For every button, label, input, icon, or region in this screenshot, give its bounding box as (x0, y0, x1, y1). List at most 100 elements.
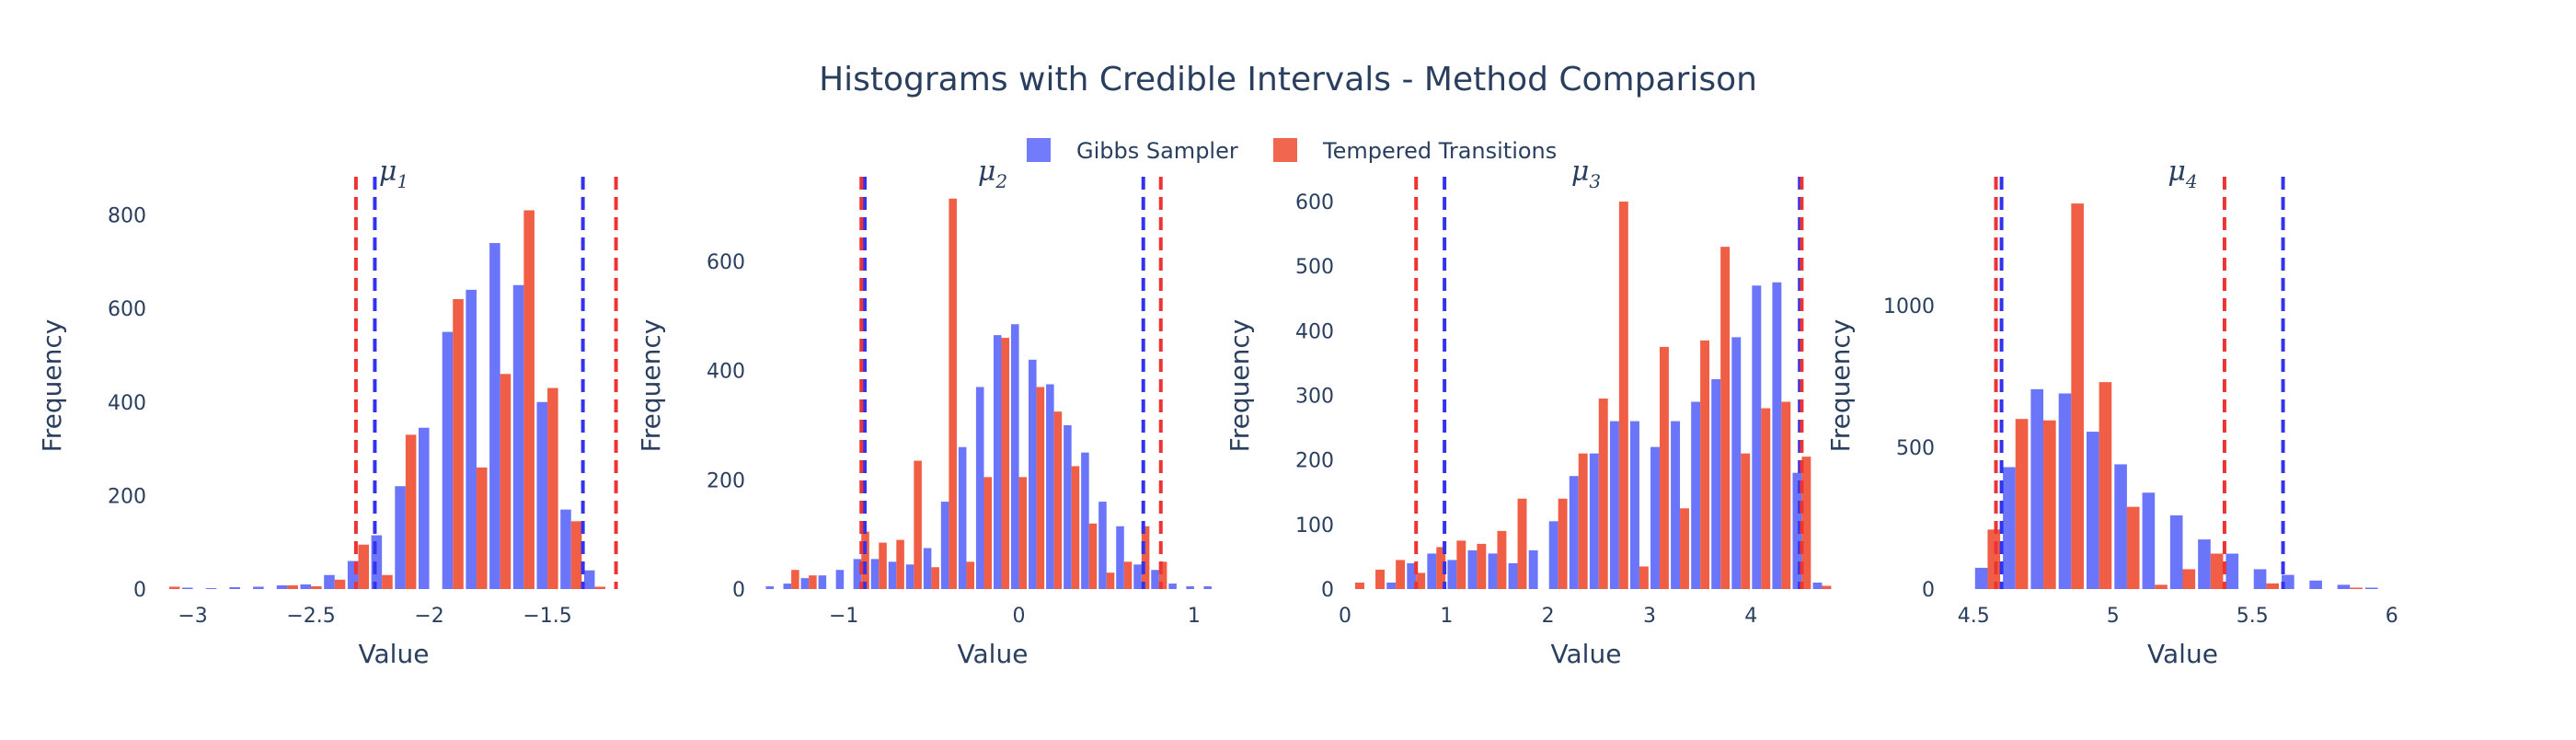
legend[interactable]: Gibbs Sampler Tempered Transitions (1027, 138, 1557, 164)
bar-tempered[interactable] (1071, 466, 1080, 589)
bar-gibbs[interactable] (253, 586, 264, 589)
bar-gibbs[interactable] (1467, 549, 1478, 589)
bar-gibbs[interactable] (888, 561, 897, 589)
bar-tempered[interactable] (914, 460, 922, 589)
bar-gibbs[interactable] (560, 509, 571, 589)
bar-gibbs[interactable] (2114, 464, 2127, 589)
bar-gibbs[interactable] (205, 587, 217, 589)
bar-gibbs[interactable] (347, 561, 359, 589)
bar-gibbs[interactable] (466, 289, 477, 589)
bar-gibbs[interactable] (2142, 492, 2156, 589)
bar-tempered[interactable] (1396, 560, 1406, 589)
bar-tempered[interactable] (311, 585, 322, 589)
bar-gibbs[interactable] (2058, 393, 2072, 589)
bar-gibbs[interactable] (2086, 432, 2099, 589)
bar-tempered[interactable] (2071, 203, 2084, 589)
bar-gibbs[interactable] (2169, 515, 2183, 589)
bar-tempered[interactable] (1477, 543, 1487, 589)
bar-tempered[interactable] (791, 570, 799, 589)
bar-tempered[interactable] (570, 521, 582, 589)
bar-tempered[interactable] (1801, 457, 1811, 589)
bar-gibbs[interactable] (765, 586, 775, 589)
bar-gibbs[interactable] (1046, 384, 1054, 589)
bar-gibbs[interactable] (1974, 567, 1988, 589)
bar-gibbs[interactable] (1589, 453, 1599, 589)
bar-tempered[interactable] (983, 477, 993, 589)
bar-gibbs[interactable] (2198, 539, 2211, 589)
bar-tempered[interactable] (1598, 399, 1608, 589)
bar-gibbs[interactable] (1650, 446, 1660, 589)
bar-gibbs[interactable] (1407, 562, 1417, 589)
bar-tempered[interactable] (382, 574, 393, 589)
bar-tempered[interactable] (1822, 585, 1832, 589)
bar-gibbs[interactable] (923, 548, 932, 589)
bar-tempered[interactable] (547, 387, 558, 589)
bar-tempered[interactable] (931, 567, 939, 589)
bar-gibbs[interactable] (783, 584, 792, 589)
bar-tempered[interactable] (1761, 408, 1771, 589)
bar-tempered[interactable] (405, 434, 417, 589)
bar-gibbs[interactable] (1098, 502, 1107, 589)
bar-gibbs[interactable] (1186, 586, 1194, 589)
bar-gibbs[interactable] (993, 335, 1002, 589)
bar-gibbs[interactable] (1029, 359, 1037, 589)
bar-gibbs[interactable] (1609, 421, 1619, 589)
bar-tempered[interactable] (2015, 419, 2029, 589)
bar-gibbs[interactable] (1812, 582, 1823, 589)
bar-gibbs[interactable] (800, 578, 810, 589)
bar-tempered[interactable] (1001, 338, 1010, 589)
bar-gibbs[interactable] (1528, 549, 1538, 589)
bar-gibbs[interactable] (2337, 584, 2351, 589)
bar-gibbs[interactable] (1752, 285, 1762, 589)
bar-tempered[interactable] (2043, 420, 2056, 589)
bar-tempered[interactable] (1639, 566, 1649, 589)
bar-tempered[interactable] (1741, 453, 1751, 589)
bar-tempered[interactable] (1680, 508, 1689, 589)
bar-gibbs[interactable] (1081, 452, 1089, 589)
bar-tempered[interactable] (453, 299, 464, 589)
bar-gibbs[interactable] (940, 502, 949, 589)
bar-tempered[interactable] (2155, 584, 2168, 589)
bar-gibbs[interactable] (1792, 472, 1802, 589)
bar-gibbs[interactable] (300, 584, 312, 589)
bar-gibbs[interactable] (1488, 553, 1498, 589)
bar-tempered[interactable] (168, 586, 180, 589)
bar-gibbs[interactable] (2225, 553, 2239, 589)
bar-gibbs[interactable] (2364, 587, 2378, 589)
bar-tempered[interactable] (500, 374, 512, 589)
bar-gibbs[interactable] (818, 575, 827, 589)
bar-tempered[interactable] (1036, 387, 1045, 589)
bar-tempered[interactable] (1497, 530, 1507, 589)
bar-tempered[interactable] (1618, 202, 1628, 590)
bar-gibbs[interactable] (181, 587, 193, 589)
bar-tempered[interactable] (949, 198, 957, 590)
bar-gibbs[interactable] (1151, 570, 1159, 589)
bar-gibbs[interactable] (1010, 324, 1019, 589)
bar-tempered[interactable] (1720, 247, 1731, 589)
bar-gibbs[interactable] (536, 401, 548, 589)
bar-gibbs[interactable] (1116, 526, 1124, 589)
legend-item-tempered[interactable]: Tempered Transitions (1273, 138, 1557, 164)
bar-gibbs[interactable] (276, 584, 288, 589)
bar-gibbs[interactable] (1691, 401, 1701, 589)
bar-gibbs[interactable] (870, 559, 880, 589)
bar-gibbs[interactable] (395, 486, 406, 589)
bar-gibbs[interactable] (905, 564, 914, 589)
bar-tempered[interactable] (1987, 529, 2001, 589)
bar-tempered[interactable] (2099, 382, 2112, 589)
bar-tempered[interactable] (879, 542, 887, 589)
bar-gibbs[interactable] (1629, 421, 1639, 589)
bar-tempered[interactable] (1700, 340, 1710, 589)
bar-gibbs[interactable] (958, 446, 967, 589)
bar-tempered[interactable] (896, 539, 904, 589)
bar-tempered[interactable] (2266, 583, 2280, 589)
bar-gibbs[interactable] (1168, 584, 1177, 589)
bar-tempered[interactable] (523, 210, 535, 589)
bar-tempered[interactable] (2182, 569, 2196, 589)
bar-tempered[interactable] (1106, 572, 1115, 589)
bar-gibbs[interactable] (442, 331, 454, 589)
bar-tempered[interactable] (1123, 561, 1133, 589)
bar-gibbs[interactable] (1427, 553, 1437, 589)
bar-tempered[interactable] (861, 531, 869, 589)
bar-tempered[interactable] (476, 467, 488, 589)
